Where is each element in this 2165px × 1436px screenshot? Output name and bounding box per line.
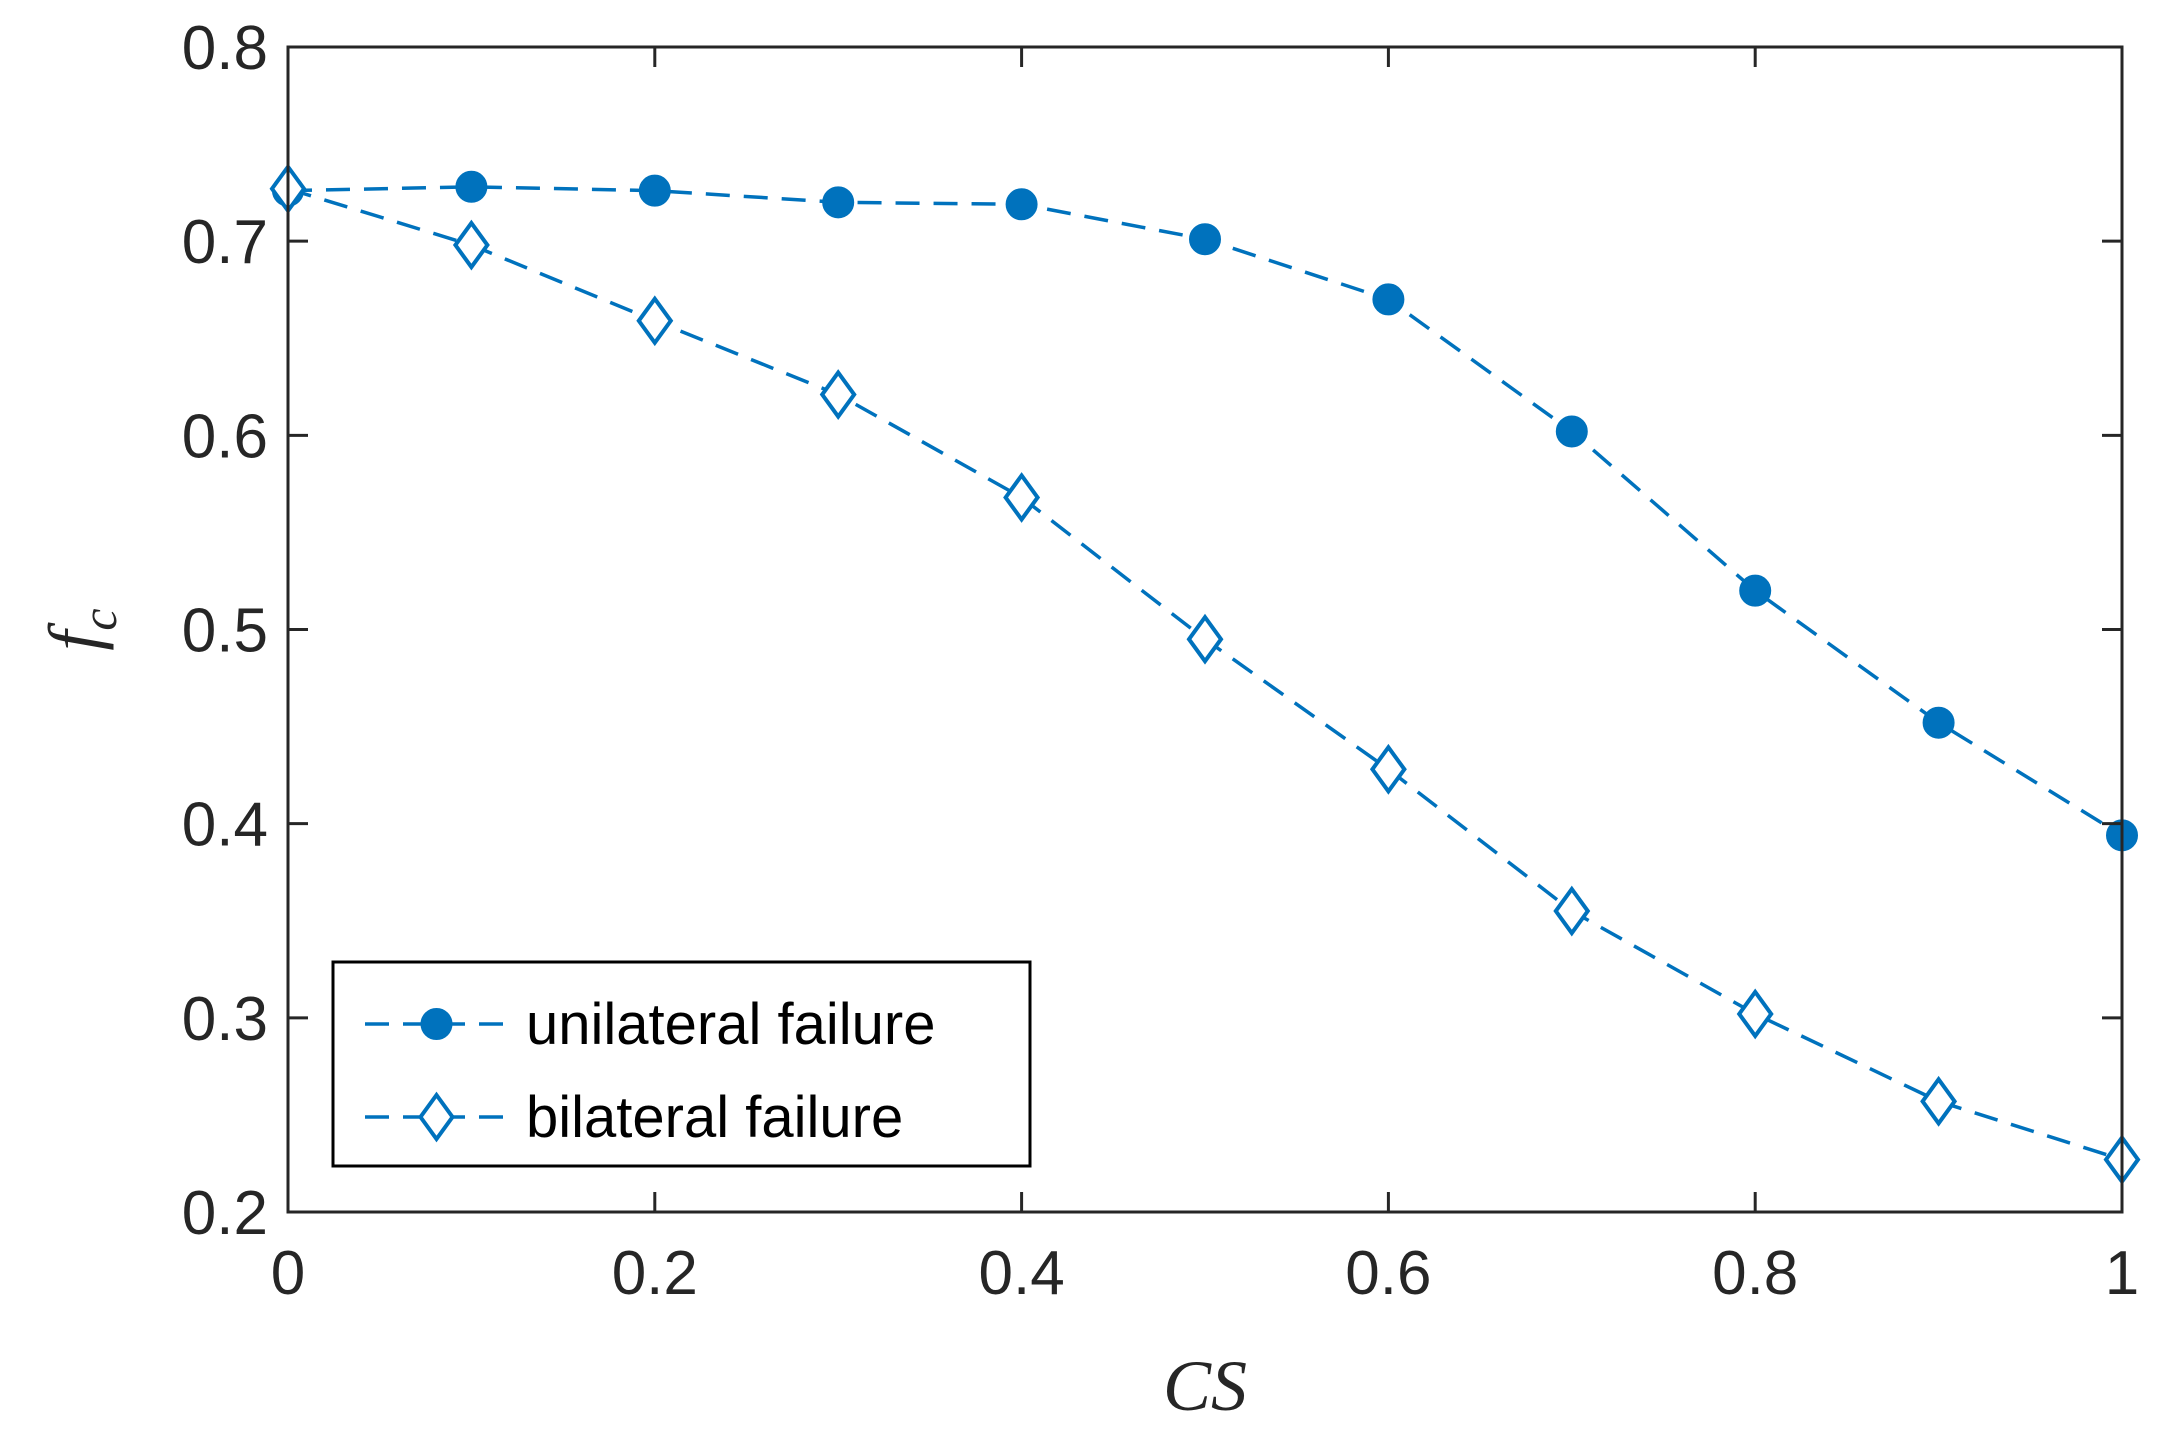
- legend-marker-circle: [420, 1008, 453, 1040]
- data-point-circle: [1555, 415, 1588, 448]
- series-unilateral: [272, 170, 2138, 852]
- data-point-circle: [1922, 706, 1955, 739]
- y-tick-label: 0.5: [182, 597, 268, 666]
- legend-label: bilateral failure: [526, 1085, 903, 1150]
- data-point-diamond: [1186, 613, 1224, 665]
- x-tick-label: 0.2: [612, 1239, 698, 1308]
- data-point-diamond: [636, 295, 674, 347]
- tick-marks: [286, 45, 2124, 1214]
- data-point-circle: [1739, 574, 1772, 607]
- data-point-diamond: [819, 369, 857, 420]
- series-layer: [269, 163, 2141, 1185]
- y-axis-label: fc: [34, 608, 127, 650]
- legend-marker-diamond: [418, 1091, 455, 1143]
- legend-label: unilateral failure: [526, 992, 935, 1057]
- data-point-diamond: [1920, 1075, 1958, 1127]
- data-point-circle: [638, 174, 671, 207]
- y-tick-label: 0.3: [182, 985, 268, 1054]
- series-bilateral: [269, 163, 2141, 1185]
- data-point-circle: [1372, 283, 1405, 316]
- y-tick-label: 0.7: [182, 208, 268, 277]
- legend: unilateral failure bilateral failure: [331, 960, 1032, 1168]
- y-tick-label: 0.6: [182, 402, 268, 471]
- data-point-diamond: [1736, 988, 1774, 1040]
- y-tick-label: 0.4: [182, 791, 268, 860]
- data-point-diamond: [1369, 743, 1407, 795]
- y-axis-label-subscript: c: [71, 608, 127, 630]
- x-axis-label: CS: [1163, 1346, 1247, 1426]
- data-point-diamond: [1553, 885, 1591, 937]
- data-point-circle: [1189, 223, 1221, 256]
- x-tick-labels: 0 0.2 0.4 0.6 0.8 1: [271, 1239, 2139, 1308]
- data-point-circle: [822, 186, 855, 219]
- y-tick-labels: 0.2 0.3 0.4 0.5 0.6 0.7 0.8: [182, 14, 268, 1248]
- y-tick-label: 0.8: [182, 14, 268, 83]
- y-tick-label: 0.2: [182, 1179, 268, 1248]
- data-point-diamond: [452, 219, 490, 271]
- x-tick-label: 0.8: [1712, 1239, 1798, 1308]
- x-tick-label: 0.4: [978, 1239, 1064, 1308]
- svg-text:fc: fc: [34, 608, 127, 650]
- x-tick-label: 1: [2105, 1239, 2139, 1308]
- legend-box: [331, 960, 1032, 1168]
- data-point-circle: [455, 170, 488, 203]
- x-tick-label: 0: [271, 1239, 305, 1308]
- data-point-circle: [1005, 188, 1038, 221]
- data-point-diamond: [1003, 472, 1041, 523]
- x-tick-label: 0.6: [1345, 1239, 1431, 1308]
- series-line: [287, 185, 2123, 837]
